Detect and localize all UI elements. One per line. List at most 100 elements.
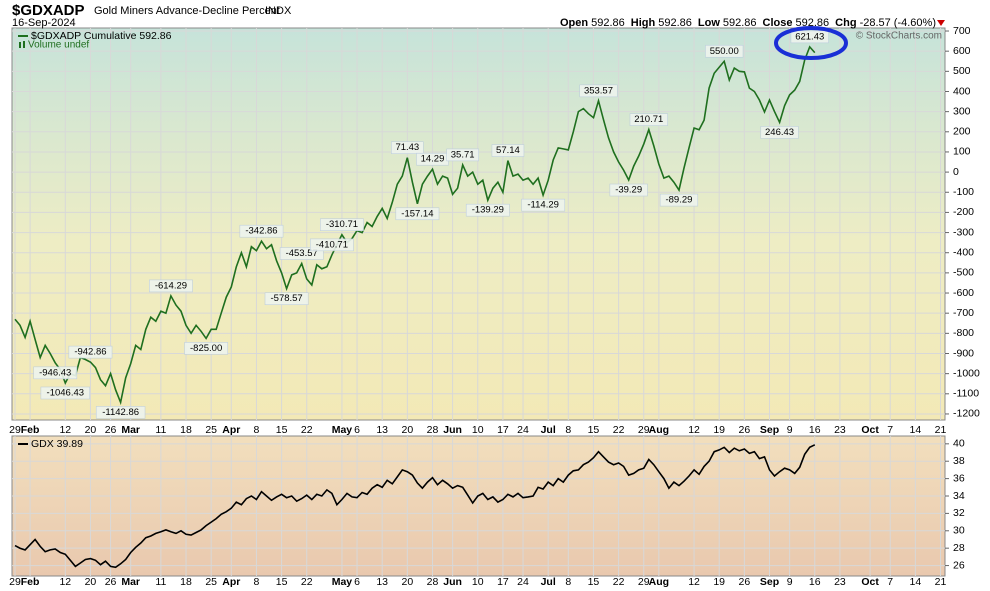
y-tick-label: 34: [953, 490, 965, 502]
x-tick-label: Jun: [443, 424, 462, 436]
x-tick-label: 22: [613, 424, 625, 436]
x-tick-label: Feb: [21, 576, 40, 588]
x-tick-label: 15: [276, 576, 288, 588]
data-label: -578.57: [271, 293, 303, 304]
y-tick-label: -300: [953, 226, 974, 238]
x-tick-label: 20: [85, 424, 97, 436]
data-label: -310.71: [326, 219, 358, 230]
data-label-box: [33, 366, 78, 380]
data-label-box: [521, 198, 566, 212]
quote-value: -28.57 (-4.60%): [860, 17, 936, 29]
grid: [12, 28, 945, 576]
data-label: 210.71: [634, 114, 663, 125]
y-tick-label: -1100: [953, 388, 979, 400]
y-tick-label: 30: [953, 525, 965, 537]
x-tick-label: 8: [565, 576, 571, 588]
data-label: -114.29: [527, 200, 559, 211]
x-tick-label: 20: [401, 576, 413, 588]
x-tick-label: Sep: [760, 576, 779, 588]
y-tick-label: 38: [953, 455, 965, 467]
x-tick-label: 23: [834, 424, 846, 436]
x-tick-label: 24: [517, 576, 529, 588]
x-tick-label: 15: [588, 576, 600, 588]
x-tick-label: 29: [9, 424, 21, 436]
data-label-box: [320, 218, 364, 232]
data-label-box: [395, 207, 440, 221]
volume-icon: [19, 42, 21, 48]
x-tick-label: 20: [401, 424, 413, 436]
x-tick-label: 26: [105, 424, 117, 436]
x-tick-label: 24: [517, 424, 529, 436]
credit: © StockCharts.com: [856, 31, 942, 42]
y-tick-label: -1200: [953, 408, 980, 420]
x-tick-label: 10: [472, 576, 484, 588]
x-tick-label: Oct: [861, 576, 879, 588]
quote-value: 592.86: [723, 17, 757, 29]
data-label-box: [149, 279, 193, 293]
quote-label: Low: [698, 17, 720, 29]
x-tick-label: Oct: [861, 424, 879, 436]
gdx-panel: [11, 435, 946, 577]
x-tick-label: 12: [59, 576, 71, 588]
data-label: 353.57: [584, 85, 613, 96]
x-tick-label: 12: [688, 424, 700, 436]
data-label: 550.00: [710, 46, 739, 57]
symbol: $GDXADP: [12, 2, 85, 19]
data-label-box: [579, 84, 618, 98]
series-line: [14, 444, 816, 569]
x-tick-label: 13: [376, 576, 388, 588]
x-tick-label: 6: [354, 576, 360, 588]
x-tick-label: 16: [809, 576, 821, 588]
x-tick-label: 17: [497, 424, 509, 436]
plot: -946.43 -1046.43 -942.86 -1142.86 -614.29 -82…: [14, 30, 829, 569]
data-label-box: [446, 148, 479, 162]
x-tick-label: 29: [638, 576, 650, 588]
x-tick-label: 28: [427, 576, 439, 588]
x-tick-label: 21: [935, 576, 947, 588]
y-tick-label: 200: [953, 126, 971, 138]
data-label: -453.57: [286, 248, 318, 259]
legend-entry: $GDXADP Cumulative 592.86: [31, 30, 172, 42]
data-label: -825.00: [190, 343, 222, 354]
x-tick-label: 8: [254, 576, 260, 588]
y-tick-label: 500: [953, 65, 971, 77]
y-tick-label: -700: [953, 307, 974, 319]
x-tick-label: 15: [276, 424, 288, 436]
highlight-circle: [774, 26, 848, 60]
y-tick-label: 28: [953, 542, 965, 554]
date: 16-Sep-2024: [12, 17, 76, 29]
y-tick-label: -600: [953, 287, 974, 299]
data-label-box: [391, 141, 424, 155]
x-tick-label: 7: [887, 424, 893, 436]
data-label-box: [184, 342, 229, 355]
data-label: -1046.43: [47, 388, 85, 399]
y-tick-label: 32: [953, 507, 965, 519]
y-tick-label: 100: [953, 146, 971, 158]
data-label-box: [629, 113, 668, 126]
y-tick-label: 36: [953, 472, 965, 484]
x-tick-label: 26: [739, 424, 751, 436]
x-tick-label: 15: [588, 424, 600, 436]
x-tick-label: 6: [354, 424, 360, 436]
data-label-box: [491, 144, 525, 157]
x-tick-label: 12: [688, 576, 700, 588]
x-tick-label: 22: [613, 576, 625, 588]
x-tick-label: May: [332, 576, 353, 588]
data-label: -39.29: [615, 185, 642, 196]
data-label-box: [705, 44, 744, 58]
quote-value: 592.86: [591, 17, 625, 29]
y-tick-label: -400: [953, 247, 974, 259]
data-label-box: [465, 203, 510, 217]
x-tick-label: Aug: [649, 576, 669, 588]
data-label: 35.71: [451, 149, 475, 160]
x-tick-label: Sep: [760, 424, 779, 436]
x-tick-label: 29: [9, 576, 21, 588]
x-tick-label: 19: [713, 424, 725, 436]
data-label: -157.14: [401, 208, 433, 219]
x-tick-label: 21: [935, 424, 947, 436]
x-tick-label: 26: [105, 576, 117, 588]
quote-label: Chg: [835, 17, 856, 29]
y-tick-label: -900: [953, 347, 974, 359]
x-tick-label: May: [332, 424, 353, 436]
x-tick-label: 9: [787, 424, 793, 436]
